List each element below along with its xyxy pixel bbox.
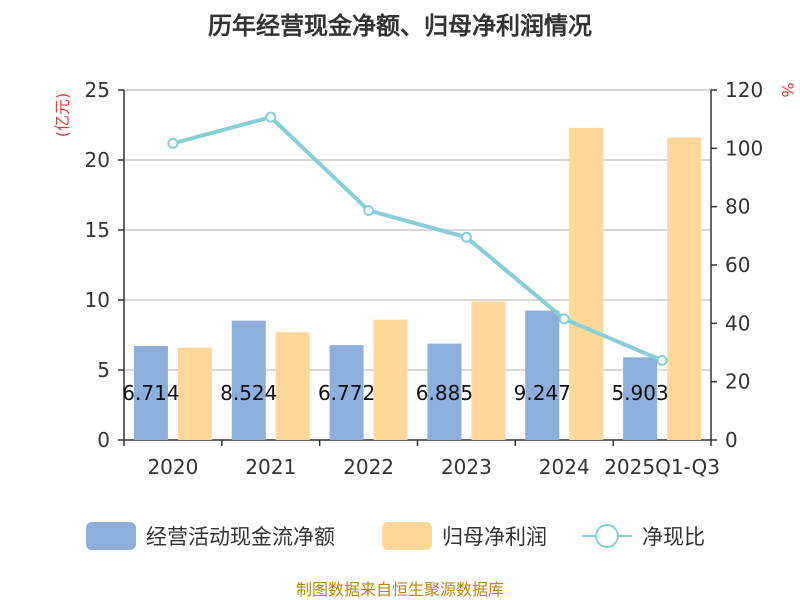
chart-title: 历年经营现金净额、归母净利润情况 — [208, 12, 592, 40]
right-tick-label: 40 — [725, 311, 750, 335]
cashflow-data-label: 8.524 — [220, 381, 277, 405]
x-tick-label: 2023 — [441, 455, 492, 479]
legend-swatch — [86, 522, 136, 550]
x-tick-label: 2025Q1-Q3 — [604, 455, 720, 479]
right-tick-label: 120 — [725, 78, 763, 102]
right-tick-label: 100 — [725, 136, 763, 160]
cashflow-data-label: 6.885 — [416, 381, 473, 405]
ratio-point — [265, 111, 277, 123]
left-tick-label: 10 — [85, 288, 110, 312]
left-tick-label: 0 — [97, 428, 110, 452]
gridlines — [124, 89, 711, 371]
right-tick-label: 80 — [725, 195, 750, 219]
left-tick-label: 5 — [97, 358, 110, 382]
net-profit-bar — [471, 301, 506, 440]
cashflow-bar — [427, 343, 462, 440]
right-tick-label: 0 — [725, 428, 738, 452]
net-profit-bar — [667, 137, 702, 440]
ratio-series-line — [172, 115, 663, 363]
net-profit-bar — [569, 127, 604, 441]
legend-swatch — [382, 522, 432, 550]
cashflow-bar — [623, 357, 658, 440]
x-tick-label: 2020 — [147, 455, 198, 479]
left-tick-label: 20 — [85, 148, 110, 172]
cashflow-data-label: 5.903 — [611, 381, 668, 405]
x-tick-label: 2021 — [245, 455, 296, 479]
cashflow-data-label: 9.247 — [514, 381, 571, 405]
ratio-point — [167, 137, 179, 149]
legend-label: 净现比 — [642, 525, 705, 549]
axes: 0 5 10 15 20 25 0 20 40 60 80 100 120 2020 2021 2022 202… — [85, 78, 764, 479]
left-tick-label: 25 — [85, 78, 110, 102]
cashflow-bar — [231, 320, 266, 440]
ratio-point — [460, 231, 472, 243]
net-profit-bar — [275, 332, 310, 440]
ratio-point — [656, 354, 668, 366]
cashflow-bar — [133, 346, 168, 440]
right-tick-label: 60 — [725, 253, 750, 277]
cashflow-bar — [329, 345, 364, 440]
ratio-point — [363, 204, 375, 216]
right-tick-label: 20 — [725, 370, 750, 394]
ratio-point — [558, 313, 570, 325]
data-labels: 6.714 8.524 6.772 6.885 9.247 5.903 — [122, 381, 668, 405]
legend-label: 经营活动现金流净额 — [146, 525, 335, 549]
x-tick-label: 2022 — [343, 455, 394, 479]
left-tick-label: 15 — [85, 218, 110, 242]
cashflow-data-label: 6.714 — [122, 381, 179, 405]
ratio-line — [167, 111, 668, 366]
legend-marker — [595, 524, 619, 548]
net-profit-bar — [177, 347, 212, 440]
left-axis-unit: (亿元) — [53, 93, 72, 138]
cashflow-bar — [525, 310, 560, 440]
right-axis-unit: % — [778, 82, 797, 97]
bars — [133, 127, 702, 441]
cashflow-data-label: 6.772 — [318, 381, 375, 405]
legend-label: 归母净利润 — [442, 525, 547, 549]
legend: 经营活动现金流净额 归母净利润 净现比 — [86, 522, 705, 550]
source-note: 制图数据来自恒生聚源数据库 — [296, 580, 504, 599]
x-tick-label: 2024 — [539, 455, 590, 479]
net-profit-bar — [373, 319, 408, 440]
